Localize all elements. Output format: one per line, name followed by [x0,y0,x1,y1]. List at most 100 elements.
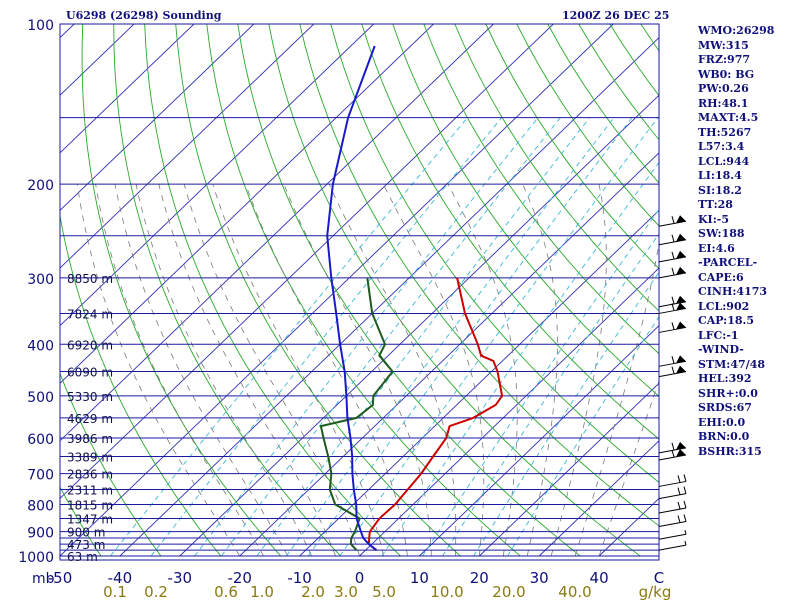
height-label: 3986 m [67,432,113,446]
mixing-ratio-line [286,117,615,557]
wind-barb [658,486,687,500]
wind-barbs [658,215,687,551]
wind-barb-feather [671,303,675,311]
index-entry: SRDS:67 [698,401,752,414]
wind-barb [658,355,687,367]
isotherm-line [119,37,659,557]
valid-time: 1200Z 26 DEC 25 [562,9,670,22]
dry-adiabat-line [144,24,401,557]
mixing-ratio-tick-label: 0.6 [214,583,238,600]
pressure-axis-label: mb [32,571,55,587]
index-entry: PW:0.26 [698,82,749,95]
mixing-ratio-line [442,232,659,557]
wind-barb [658,541,687,551]
wind-barb [658,250,687,263]
wind-barb-shaft [658,533,687,540]
mixing-ratio-lines [110,117,659,557]
index-entry: SW:188 [698,227,745,240]
index-entry: FRZ:977 [698,53,751,66]
pressure-tick-label: 1000 [18,550,54,566]
height-label: 1347 m [67,512,113,526]
index-entry: WMO:26298 [698,24,775,37]
temperature-tick-labels: -50 -40 -30 -20 -10 0 10 20 30 40 C [48,569,664,587]
height-label: 6920 m [67,338,113,352]
mixing-ratio-tick-label: 3.0 [334,583,358,600]
pressure-tick-label: 600 [27,432,54,448]
pressure-tick-label: 100 [27,18,54,34]
temperature-tick-label: -20 [227,569,252,587]
dry-adiabat-line [330,24,659,483]
moist-adiabat-line [135,184,312,557]
height-label: 5330 m [67,390,113,404]
temperature-tick-label: -10 [287,569,312,587]
pressure-tick-label: 300 [27,272,54,288]
wind-barb-pennant [676,441,686,450]
isotherm-line [60,24,374,327]
isotherm-line [60,24,614,557]
wind-barb-pennant [676,266,686,275]
isotherm-line [299,209,659,557]
wind-barb-pennant [676,250,686,259]
mixing-ratio-tick-label: 0.1 [103,583,127,600]
wind-barb-shaft [658,480,687,487]
wind-barb-feather [671,366,675,374]
mixing-ratio-line [194,117,539,557]
mixing-ratio-line [381,161,659,557]
index-entry: BSHR:315 [698,444,762,458]
moist-adiabat-line [447,183,518,557]
wind-barb [658,365,687,378]
isotherm-line [419,324,659,557]
wind-barb [658,474,687,487]
wind-barb-pennant [676,302,686,311]
index-entry: SHR+:0.0 [698,386,758,400]
pressure-tick-label: 700 [27,468,54,484]
height-label: 6090 m [67,366,113,380]
wind-barb-feather [671,267,675,275]
index-entry: BRN:0.0 [698,430,750,443]
mixing-ratio-line [150,117,502,557]
isotherm-line [239,152,659,557]
isotherm-line [478,382,659,557]
pressure-tick-label: 400 [27,338,54,354]
index-entry: CAPE:6 [698,270,744,284]
isotherm-line [179,94,659,557]
index-entry: CAP:18.5 [698,314,755,327]
pressure-tick-labels: 100 200 300 400 500 600 700 800 900 1000 [18,18,54,566]
mixing-ratio-line [422,208,659,557]
wind-barb-feather [671,234,675,242]
moist-adiabat-line [574,240,659,557]
moist-adiabat-line [522,183,558,557]
wind-barb-pennant [676,355,686,364]
pressure-tick-label: 500 [27,390,54,406]
wind-barb-pennant [676,295,686,304]
index-entry: LCL:902 [698,299,750,313]
wind-barb-feather [683,486,687,494]
wind-barb [658,266,687,279]
mixing-ratio-tick-label: 10.0 [430,583,463,600]
wind-barb-pennant [676,448,686,457]
mixing-ratio-tick-label: 0.2 [144,583,168,600]
mixing-ratio-line [339,117,659,557]
temperature-tick-label: 30 [530,569,549,587]
isotherm-line [60,24,195,154]
index-entry: MW:315 [698,38,749,52]
wind-barb-feather [677,487,681,495]
mixing-ratio-tick-label: 1.0 [250,583,274,600]
isobar-lines [60,23,659,557]
wind-barb [658,321,687,333]
wind-barb [658,448,687,461]
wind-barb-feather [683,514,687,522]
wind-barb-feather [684,541,687,546]
index-entry: HEL:392 [698,372,752,385]
mixing-ratio-tick-label: 20.0 [492,583,525,600]
index-entry: TT:28 [698,198,733,211]
wind-barb [658,302,687,314]
index-entry: SI:18.2 [698,183,742,197]
dry-adiabat-line [113,24,341,557]
isotherm-line [60,24,315,269]
wind-barb-feather [683,500,687,509]
isotherm-line [60,24,554,500]
wind-barb-shaft [658,507,687,514]
mixing-ratio-line [256,117,591,557]
